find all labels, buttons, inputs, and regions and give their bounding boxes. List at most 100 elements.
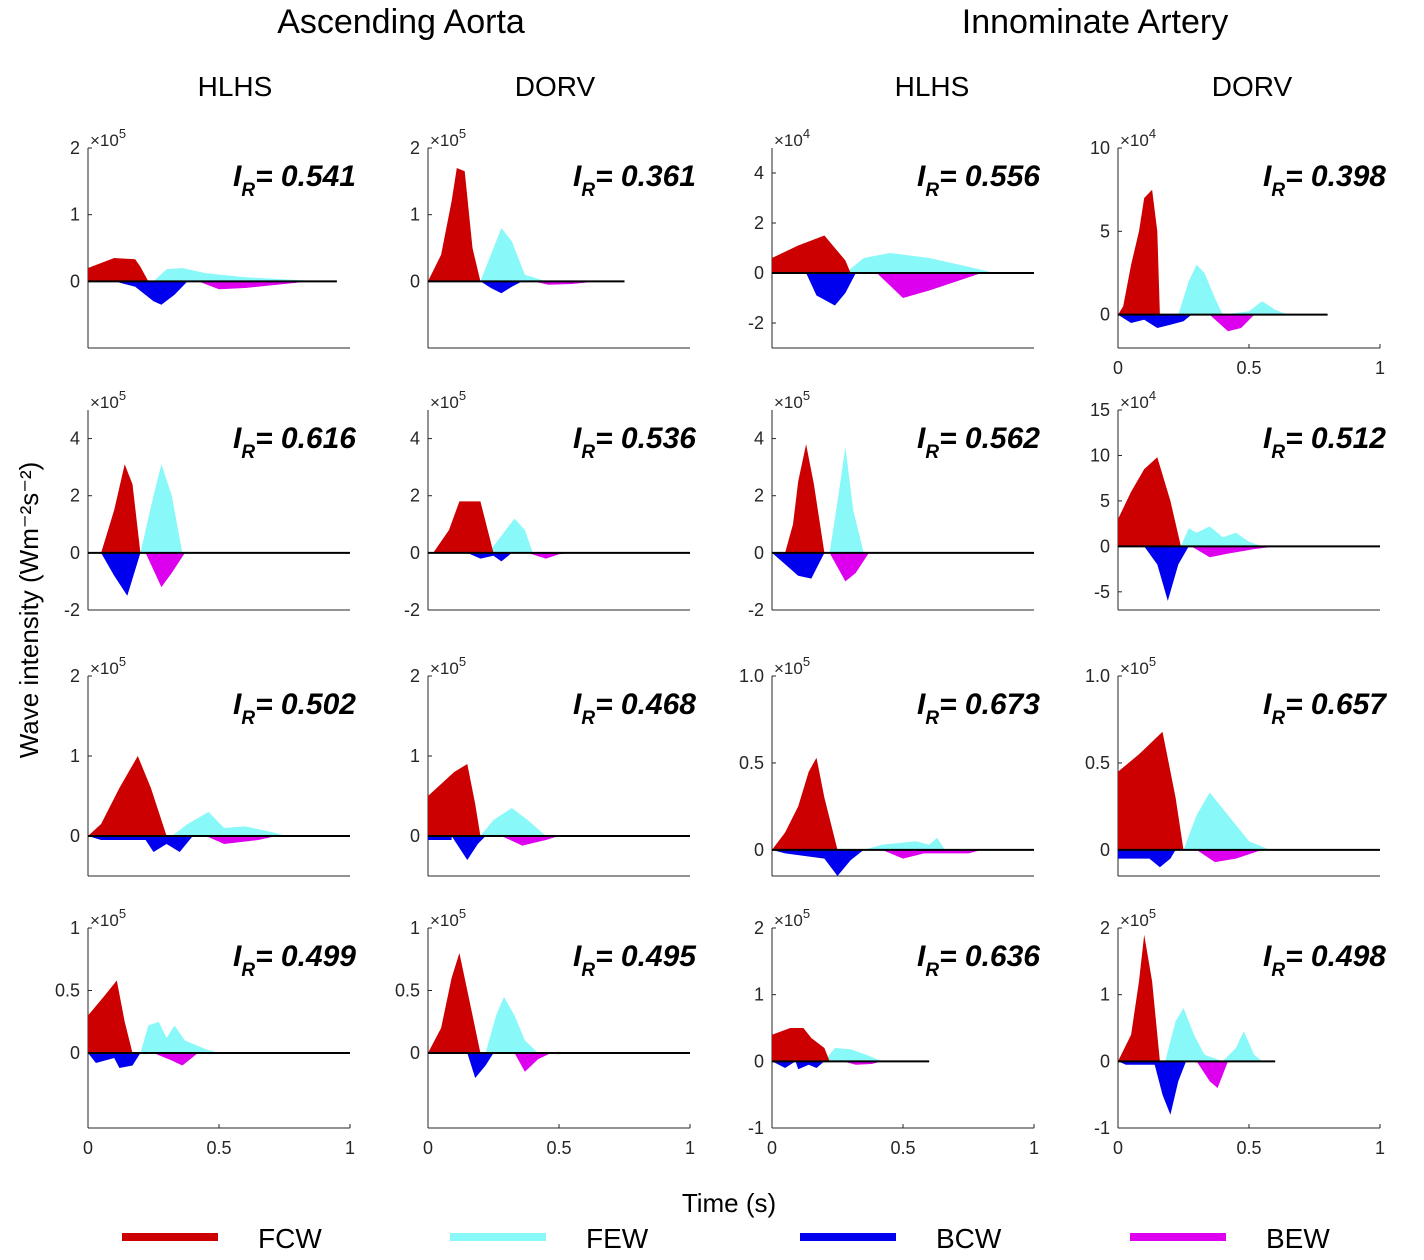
legend-label: FEW xyxy=(586,1223,649,1254)
y-tick-label: 0 xyxy=(1100,536,1110,556)
y-exponent-label: ×105 xyxy=(90,388,126,412)
y-tick-label: 1.0 xyxy=(1085,666,1110,686)
y-tick-label: -1 xyxy=(1094,1118,1110,1138)
ir-symbol: I xyxy=(573,160,582,193)
ir-symbol: I xyxy=(917,422,926,455)
y-tick-label: 10 xyxy=(1090,138,1110,158)
panel-r2-c3: -2 0 2 4 ×105 IR= 0.562 xyxy=(748,388,1040,620)
ir-symbol: I xyxy=(233,160,242,193)
ir-value: = 0.499 xyxy=(255,940,356,973)
y-tick-label: 0 xyxy=(1100,840,1110,860)
ir-value: = 0.636 xyxy=(939,940,1040,973)
bew-area xyxy=(882,849,982,859)
ir-symbol: I xyxy=(917,688,926,721)
bcw-area xyxy=(1118,1061,1187,1115)
fcw-area xyxy=(772,235,851,273)
x-tick-label: 0.5 xyxy=(546,1138,571,1158)
ir-symbol: I xyxy=(1263,160,1272,193)
bew-area xyxy=(145,552,185,588)
y-exponent-label: ×105 xyxy=(90,654,126,678)
y-tick-label: 10 xyxy=(1090,445,1110,465)
bcw-area xyxy=(428,836,486,860)
x-tick-label: 1 xyxy=(345,1138,355,1158)
bcw-area xyxy=(467,552,512,562)
y-tick-label: 4 xyxy=(70,429,80,449)
y-tick-label: 0 xyxy=(410,1043,420,1063)
y-exponent-label: ×104 xyxy=(1120,388,1156,412)
ir-value: = 0.616 xyxy=(255,422,356,455)
y-exponent-label: ×105 xyxy=(430,654,466,678)
ir-subscript: R xyxy=(925,708,939,729)
x-tick-label: 0.5 xyxy=(890,1138,915,1158)
y-exponent-label: ×104 xyxy=(1120,126,1156,150)
few-area xyxy=(140,464,183,553)
group-title-ascending-aorta: Ascending Aorta xyxy=(277,3,525,41)
ir-value: = 0.502 xyxy=(255,688,356,721)
y-tick-label: 5 xyxy=(1100,221,1110,241)
bcw-area xyxy=(772,849,864,876)
y-tick-label: 1 xyxy=(70,918,80,938)
x-tick-label: 1 xyxy=(685,1138,695,1158)
y-tick-label: 0 xyxy=(754,543,764,563)
y-tick-label: 1 xyxy=(1100,985,1110,1005)
panel-r1-c2: 0 1 2 ×105 IR= 0.361 xyxy=(410,126,696,349)
fcw-area xyxy=(88,980,133,1053)
y-tick-label: 2 xyxy=(754,486,764,506)
fcw-area xyxy=(772,757,838,850)
bcw-area xyxy=(772,552,825,579)
ir-symbol: I xyxy=(917,160,926,193)
ir-subscript: R xyxy=(241,180,255,201)
ir-symbol: I xyxy=(233,688,242,721)
fcw-area xyxy=(1118,731,1184,850)
legend-item-bew: BEW xyxy=(1130,1223,1330,1254)
bew-area xyxy=(198,281,311,290)
y-exponent-label: ×105 xyxy=(430,906,466,930)
ir-annotation: IR= 0.495 xyxy=(573,940,697,981)
y-exponent-label: ×105 xyxy=(1120,906,1156,930)
y-axis-title: Wave intensity (Wm⁻²s⁻²) xyxy=(14,462,44,759)
ir-subscript: R xyxy=(1271,708,1285,729)
y-tick-label: 4 xyxy=(410,429,420,449)
y-exponent-label: ×105 xyxy=(90,126,126,150)
x-tick-label: 0.5 xyxy=(1236,1138,1261,1158)
bcw-area xyxy=(88,836,193,852)
y-tick-label: -2 xyxy=(64,600,80,620)
ir-subscript: R xyxy=(925,960,939,981)
few-area xyxy=(1165,1008,1263,1062)
fcw-area xyxy=(785,444,825,553)
bew-area xyxy=(1196,1061,1228,1088)
panel-r3-c3: 0 0.5 1.0 ×105 IR= 0.673 xyxy=(739,654,1040,877)
ir-annotation: IR= 0.536 xyxy=(573,422,696,463)
ir-subscript: R xyxy=(925,180,939,201)
y-tick-label: 0.5 xyxy=(395,981,420,1001)
panel-r2-c4: -5 0 5 10 15 ×104 IR= 0.512 xyxy=(1090,388,1386,611)
y-exponent-label: ×105 xyxy=(774,906,810,930)
y-tick-label: 0 xyxy=(754,263,764,283)
few-area xyxy=(829,447,864,553)
ir-annotation: IR= 0.673 xyxy=(917,688,1040,729)
few-area xyxy=(488,518,533,553)
ir-subscript: R xyxy=(925,442,939,463)
y-tick-label: 0 xyxy=(754,1051,764,1071)
ir-subscript: R xyxy=(581,960,595,981)
ir-subscript: R xyxy=(581,708,595,729)
ir-symbol: I xyxy=(1263,940,1272,973)
few-area xyxy=(480,228,546,282)
ir-annotation: IR= 0.398 xyxy=(1263,160,1386,201)
y-tick-label: 0 xyxy=(1100,305,1110,325)
ir-subscript: R xyxy=(581,442,595,463)
legend-item-bcw: BCW xyxy=(800,1223,1002,1254)
few-area xyxy=(1183,792,1270,850)
y-tick-label: -2 xyxy=(748,600,764,620)
y-tick-label: -2 xyxy=(748,313,764,333)
ir-subscript: R xyxy=(241,442,255,463)
ir-annotation: IR= 0.498 xyxy=(1263,940,1386,981)
y-tick-label: 1 xyxy=(70,205,80,225)
bcw-area xyxy=(88,1053,141,1068)
y-tick-label: 2 xyxy=(754,213,764,233)
y-exponent-label: ×104 xyxy=(774,126,810,150)
fcw-area xyxy=(772,1028,830,1062)
ir-subscript: R xyxy=(1271,442,1285,463)
